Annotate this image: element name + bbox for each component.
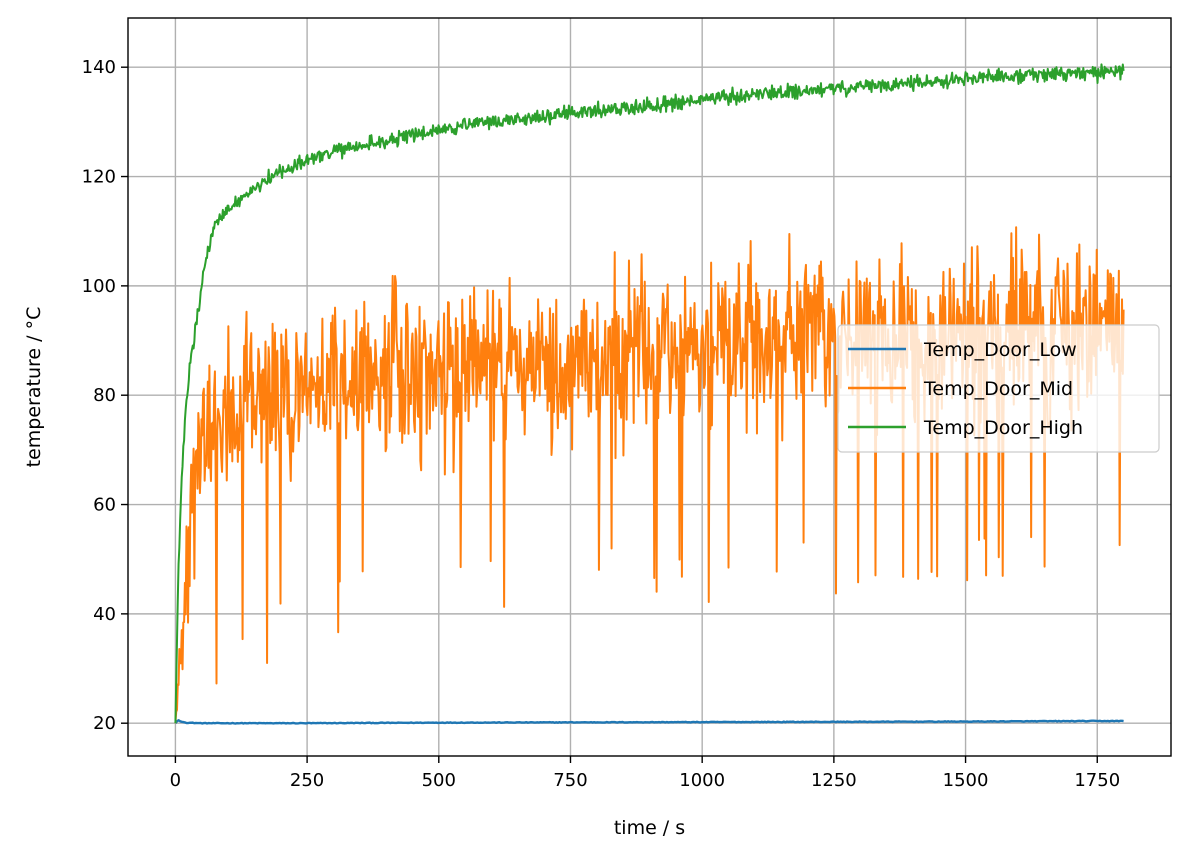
legend-label-temp-door-mid: Temp_Door_Mid (923, 378, 1073, 400)
y-tick-label: 80 (93, 385, 116, 406)
y-tick-label: 60 (93, 495, 116, 516)
y-tick-label: 20 (93, 713, 116, 734)
y-axis-label: temperature / °C (23, 307, 45, 468)
ticks: 0 250 500 750 1000 1250 1500 1750 20 40 60 80 100 120… (82, 57, 1121, 791)
legend-label-temp-door-high: Temp_Door_High (923, 417, 1083, 439)
x-tick-label: 1750 (1074, 770, 1120, 791)
x-axis-label: time / s (614, 817, 685, 839)
x-tick-label: 1250 (811, 770, 857, 791)
x-tick-label: 0 (170, 770, 181, 791)
x-tick-label: 1500 (943, 770, 989, 791)
y-tick-label: 120 (82, 167, 116, 188)
series-line-temp-door-mid (174, 226, 1125, 724)
x-tick-label: 500 (422, 770, 456, 791)
series-layer (174, 63, 1125, 725)
y-tick-label: 40 (93, 604, 116, 625)
x-tick-label: 250 (290, 770, 324, 791)
x-tick-label: 750 (553, 770, 587, 791)
legend-label-temp-door-low: Temp_Door_Low (923, 339, 1077, 361)
series-line-temp-door-high (174, 63, 1125, 724)
series-line-temp-door-low (174, 719, 1124, 725)
legend: Temp_Door_Low Temp_Door_Mid Temp_Door_High (837, 324, 1160, 453)
plot-frame (127, 17, 1172, 757)
y-tick-label: 140 (82, 57, 116, 78)
y-tick-label: 100 (82, 276, 116, 297)
legend-frame (837, 324, 1160, 453)
x-tick-label: 1000 (679, 770, 725, 791)
